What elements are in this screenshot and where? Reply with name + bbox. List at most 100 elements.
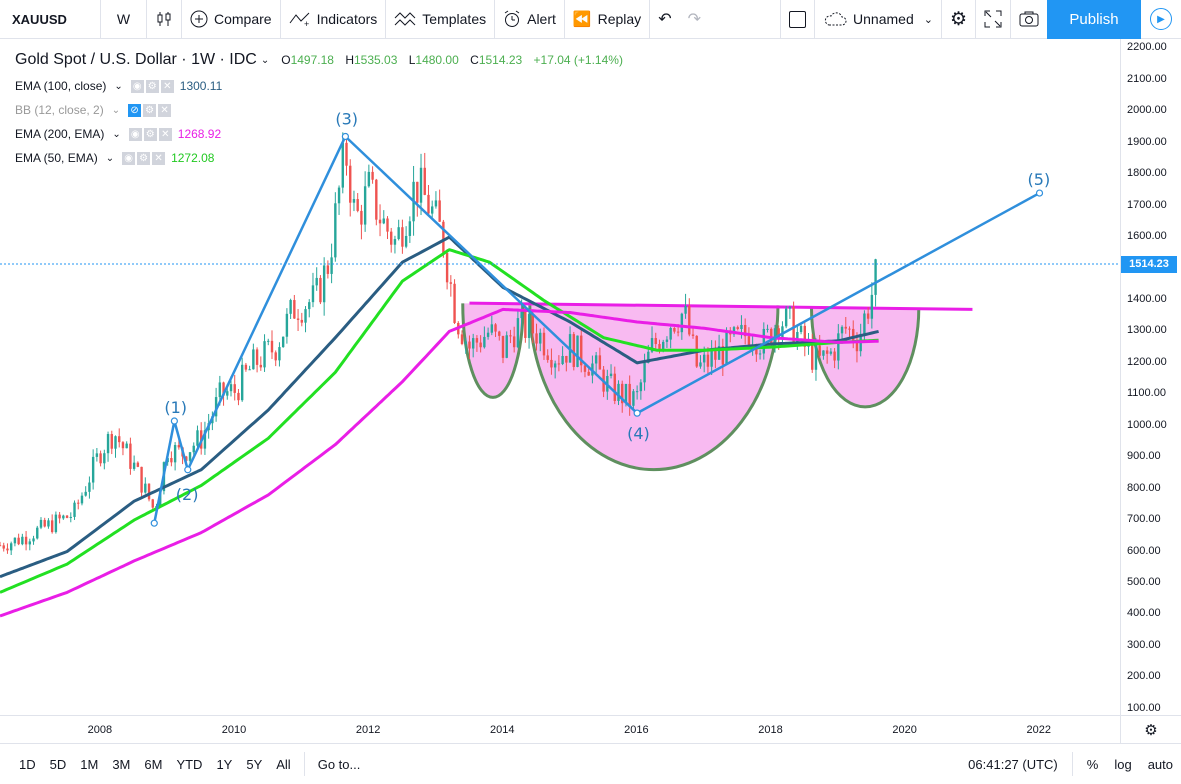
price-bar-body: [874, 259, 877, 295]
range-button-ytd[interactable]: YTD: [176, 756, 203, 772]
ohlc-values: O1497.18 H1535.03 L1480.00 C1514.23 +17.…: [281, 53, 631, 67]
fullscreen-layout-button[interactable]: [781, 0, 814, 39]
price-bar-body: [267, 340, 270, 342]
alert-button[interactable]: Alert: [495, 0, 564, 39]
percent-toggle[interactable]: %: [1086, 756, 1099, 772]
fullscreen-button[interactable]: [976, 0, 1010, 39]
price-axis[interactable]: 2200.00 2100.00 2000.00 1900.00 1800.00 1700.…: [1120, 39, 1181, 715]
wave-segment[interactable]: [344, 135, 638, 415]
range-button-3m[interactable]: 3M: [112, 756, 131, 772]
price-bar-body: [24, 536, 28, 545]
time-tick-label: 2022: [1026, 724, 1051, 736]
price-bar-body: [524, 309, 527, 338]
wave-segment[interactable]: [636, 191, 1041, 415]
indicator-row-bb[interactable]: BB (12, close, 2) ⌄ ⊘ ⚙ ✕: [15, 98, 631, 122]
wave-anchor[interactable]: [1035, 189, 1044, 197]
chart-settings-button[interactable]: ⚙: [1120, 715, 1181, 743]
close-icon[interactable]: ✕: [158, 127, 172, 141]
range-button-all[interactable]: All: [276, 756, 291, 772]
time-axis[interactable]: 2008 2010 2012 2014 2016 2018 2020 2022: [0, 715, 1120, 743]
redo-button[interactable]: ↷: [680, 0, 709, 39]
price-bar-body: [565, 355, 568, 363]
interval-button[interactable]: W: [116, 11, 131, 27]
range-button-5d[interactable]: 5D: [49, 756, 67, 772]
price-tick-label: 1100.00: [1127, 387, 1166, 400]
price-bar-body: [479, 342, 482, 348]
price-bar-body: [639, 382, 643, 392]
high-value: 1535.03: [353, 53, 398, 67]
templates-button[interactable]: Templates: [386, 0, 494, 39]
goto-button[interactable]: Go to...: [317, 756, 361, 772]
series-title-row[interactable]: Gold Spot / U.S. Dollar · 1W · IDC ⌄ O14…: [15, 50, 631, 70]
price-bar-body: [244, 364, 248, 370]
snapshot-button[interactable]: [1011, 0, 1047, 39]
log-toggle[interactable]: log: [1114, 756, 1132, 772]
compare-button[interactable]: Compare: [182, 0, 280, 39]
replay-button[interactable]: ⏪ Replay: [565, 0, 649, 39]
range-button-6m[interactable]: 6M: [144, 756, 163, 772]
price-bar-body: [375, 179, 378, 220]
price-bar-body: [349, 165, 352, 203]
gear-icon[interactable]: ⚙: [143, 127, 157, 141]
price-bar-body: [483, 336, 486, 348]
time-tick-label: 2010: [221, 724, 247, 736]
price-bar-body: [434, 200, 438, 207]
close-icon[interactable]: ✕: [160, 79, 174, 93]
wave-anchor[interactable]: [341, 132, 349, 141]
price-bar-body: [62, 515, 65, 519]
price-bar-body: [103, 453, 106, 464]
toolbar-divider: [780, 0, 782, 39]
price-bar-body: [676, 331, 680, 333]
undo-button[interactable]: ↶: [650, 0, 679, 39]
indicator-controls: ◉ ⚙ ✕: [130, 79, 174, 93]
wave-anchor[interactable]: [170, 417, 178, 425]
symbol-search[interactable]: XAUUSD: [12, 11, 67, 27]
wave-segment[interactable]: [153, 420, 176, 524]
price-bar-body: [628, 383, 631, 406]
toolbar-divider: [1010, 0, 1011, 39]
price-bar-body: [647, 351, 650, 363]
range-button-1y[interactable]: 1Y: [216, 756, 233, 772]
price-bar-body: [28, 541, 32, 545]
wave-anchor[interactable]: [633, 409, 641, 417]
eye-icon[interactable]: ◉: [122, 151, 136, 165]
settings-button[interactable]: ⚙: [942, 0, 975, 39]
price-bar-body: [252, 349, 255, 370]
range-button-1d[interactable]: 1D: [19, 756, 36, 772]
price-tick-label: 1600.00: [1127, 230, 1167, 243]
live-stream-button[interactable]: ▶: [1141, 0, 1181, 39]
price-bar-body: [237, 392, 240, 401]
price-bar-body: [863, 313, 866, 334]
wave-anchor[interactable]: [150, 519, 158, 527]
range-button-5y[interactable]: 5Y: [246, 756, 263, 772]
gear-icon[interactable]: ⚙: [137, 151, 151, 165]
eye-icon[interactable]: ◉: [130, 79, 144, 93]
indicator-row-ema100[interactable]: EMA (100, close) ⌄ ◉ ⚙ ✕ 1300.11: [15, 74, 631, 98]
close-icon[interactable]: ✕: [158, 103, 172, 117]
price-bar-body: [814, 345, 818, 370]
chart-style-button[interactable]: [147, 0, 181, 39]
indicators-button[interactable]: + Indicators: [281, 0, 386, 39]
gear-icon[interactable]: ⚙: [145, 79, 159, 93]
price-bar-body: [36, 527, 39, 539]
price-tick-label: 1400.00: [1127, 292, 1167, 305]
chart-canvas[interactable]: (1) (2) (3) (4) (5): [0, 39, 1120, 715]
eye-icon[interactable]: ◉: [128, 127, 142, 141]
auto-toggle[interactable]: auto: [1147, 756, 1173, 772]
wave-anchor[interactable]: [184, 466, 192, 474]
gear-icon[interactable]: ⚙: [143, 103, 157, 117]
layout-menu-button[interactable]: Unnamed ⌄: [815, 0, 941, 39]
wave-segment[interactable]: [173, 420, 189, 471]
indicator-row-ema50[interactable]: EMA (50, EMA) ⌄ ◉ ⚙ ✕ 1272.08: [15, 146, 631, 170]
indicator-row-ema200[interactable]: EMA (200, EMA) ⌄ ◉ ⚙ ✕ 1268.92: [15, 122, 631, 146]
neckline[interactable]: [469, 301, 973, 311]
price-bar-body: [438, 200, 441, 222]
clock: 06:41:27 (UTC): [968, 756, 1058, 772]
price-bar-body: [326, 265, 330, 274]
square-icon: [789, 10, 807, 28]
wave-segment[interactable]: [186, 135, 347, 471]
close-icon[interactable]: ✕: [152, 151, 166, 165]
range-button-1m[interactable]: 1M: [80, 756, 99, 772]
publish-button[interactable]: Publish: [1047, 0, 1141, 39]
hidden-eye-icon[interactable]: ⊘: [128, 103, 142, 117]
